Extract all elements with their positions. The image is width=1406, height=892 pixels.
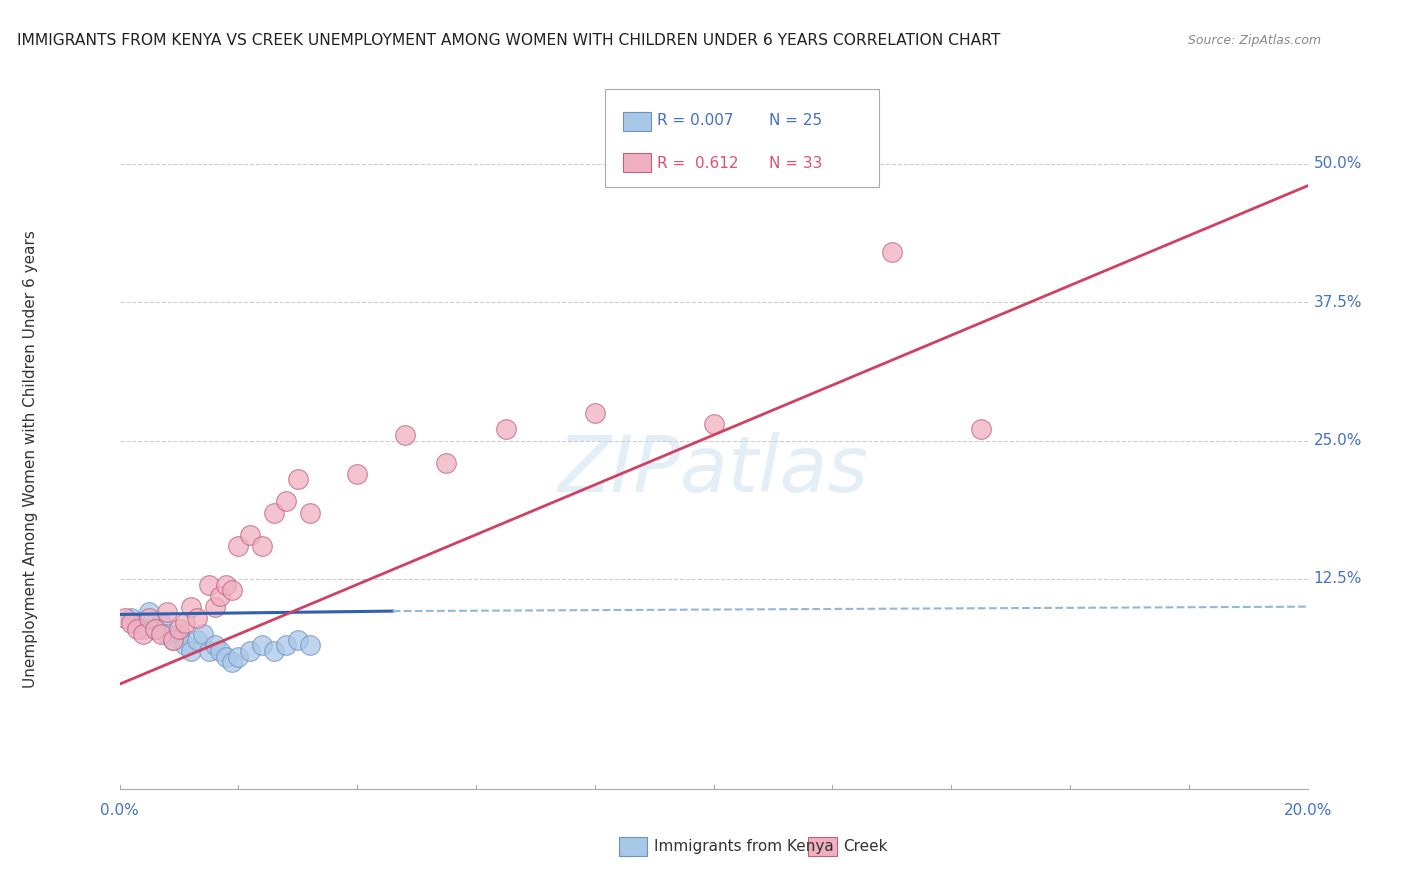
Text: N = 25: N = 25 — [769, 113, 823, 128]
Text: ZIPatlas: ZIPatlas — [558, 433, 869, 508]
Point — [167, 627, 190, 641]
Point — [162, 632, 184, 647]
Point — [239, 644, 262, 658]
Point — [215, 649, 238, 664]
Point — [120, 611, 142, 625]
Text: N = 33: N = 33 — [769, 156, 823, 170]
Point — [162, 632, 184, 647]
Point — [132, 622, 155, 636]
Point — [228, 539, 250, 553]
Point — [263, 506, 285, 520]
Point — [880, 245, 903, 260]
Point — [346, 467, 368, 481]
Point — [191, 627, 214, 641]
Point — [132, 627, 155, 641]
Point — [138, 605, 160, 619]
Point — [127, 622, 149, 636]
Point — [173, 616, 195, 631]
Text: 20.0%: 20.0% — [1284, 803, 1331, 818]
Point — [114, 611, 136, 625]
Point — [215, 577, 238, 591]
Text: Immigrants from Kenya: Immigrants from Kenya — [654, 839, 834, 854]
Point — [250, 639, 273, 653]
Point — [156, 605, 179, 619]
Point — [167, 622, 190, 636]
Point — [138, 611, 160, 625]
Text: 37.5%: 37.5% — [1313, 294, 1362, 310]
Text: Creek: Creek — [844, 839, 889, 854]
Point — [287, 632, 309, 647]
Point — [394, 428, 416, 442]
Point — [143, 622, 166, 636]
Text: IMMIGRANTS FROM KENYA VS CREEK UNEMPLOYMENT AMONG WOMEN WITH CHILDREN UNDER 6 YE: IMMIGRANTS FROM KENYA VS CREEK UNEMPLOYM… — [17, 33, 1000, 47]
Point — [274, 494, 297, 508]
Point — [495, 422, 517, 436]
Point — [120, 616, 142, 631]
Point — [197, 577, 219, 591]
Point — [221, 583, 243, 598]
Point — [209, 589, 232, 603]
Point — [127, 616, 149, 631]
Point — [197, 644, 219, 658]
Point — [156, 627, 179, 641]
Text: Source: ZipAtlas.com: Source: ZipAtlas.com — [1188, 34, 1322, 46]
Point — [274, 639, 297, 653]
Point — [150, 616, 173, 631]
Point — [180, 644, 202, 658]
Text: R = 0.007: R = 0.007 — [657, 113, 733, 128]
Point — [180, 599, 202, 614]
Point — [221, 655, 243, 669]
Point — [298, 639, 321, 653]
Point — [970, 422, 993, 436]
Point — [702, 417, 725, 431]
Point — [298, 506, 321, 520]
Text: R =  0.612: R = 0.612 — [657, 156, 738, 170]
Point — [263, 644, 285, 658]
Point — [239, 527, 262, 541]
Point — [228, 649, 250, 664]
Point — [209, 644, 232, 658]
Point — [583, 406, 606, 420]
Point — [143, 622, 166, 636]
Point — [287, 472, 309, 486]
Point — [173, 639, 195, 653]
Point — [186, 611, 208, 625]
Text: 12.5%: 12.5% — [1313, 572, 1362, 586]
Point — [434, 456, 457, 470]
Text: 25.0%: 25.0% — [1313, 433, 1362, 448]
Text: Unemployment Among Women with Children Under 6 years: Unemployment Among Women with Children U… — [24, 230, 38, 689]
Point — [204, 599, 226, 614]
Point — [150, 627, 173, 641]
Text: 0.0%: 0.0% — [100, 803, 139, 818]
Point — [186, 632, 208, 647]
Text: 50.0%: 50.0% — [1313, 156, 1362, 171]
Point — [250, 539, 273, 553]
Point — [204, 639, 226, 653]
